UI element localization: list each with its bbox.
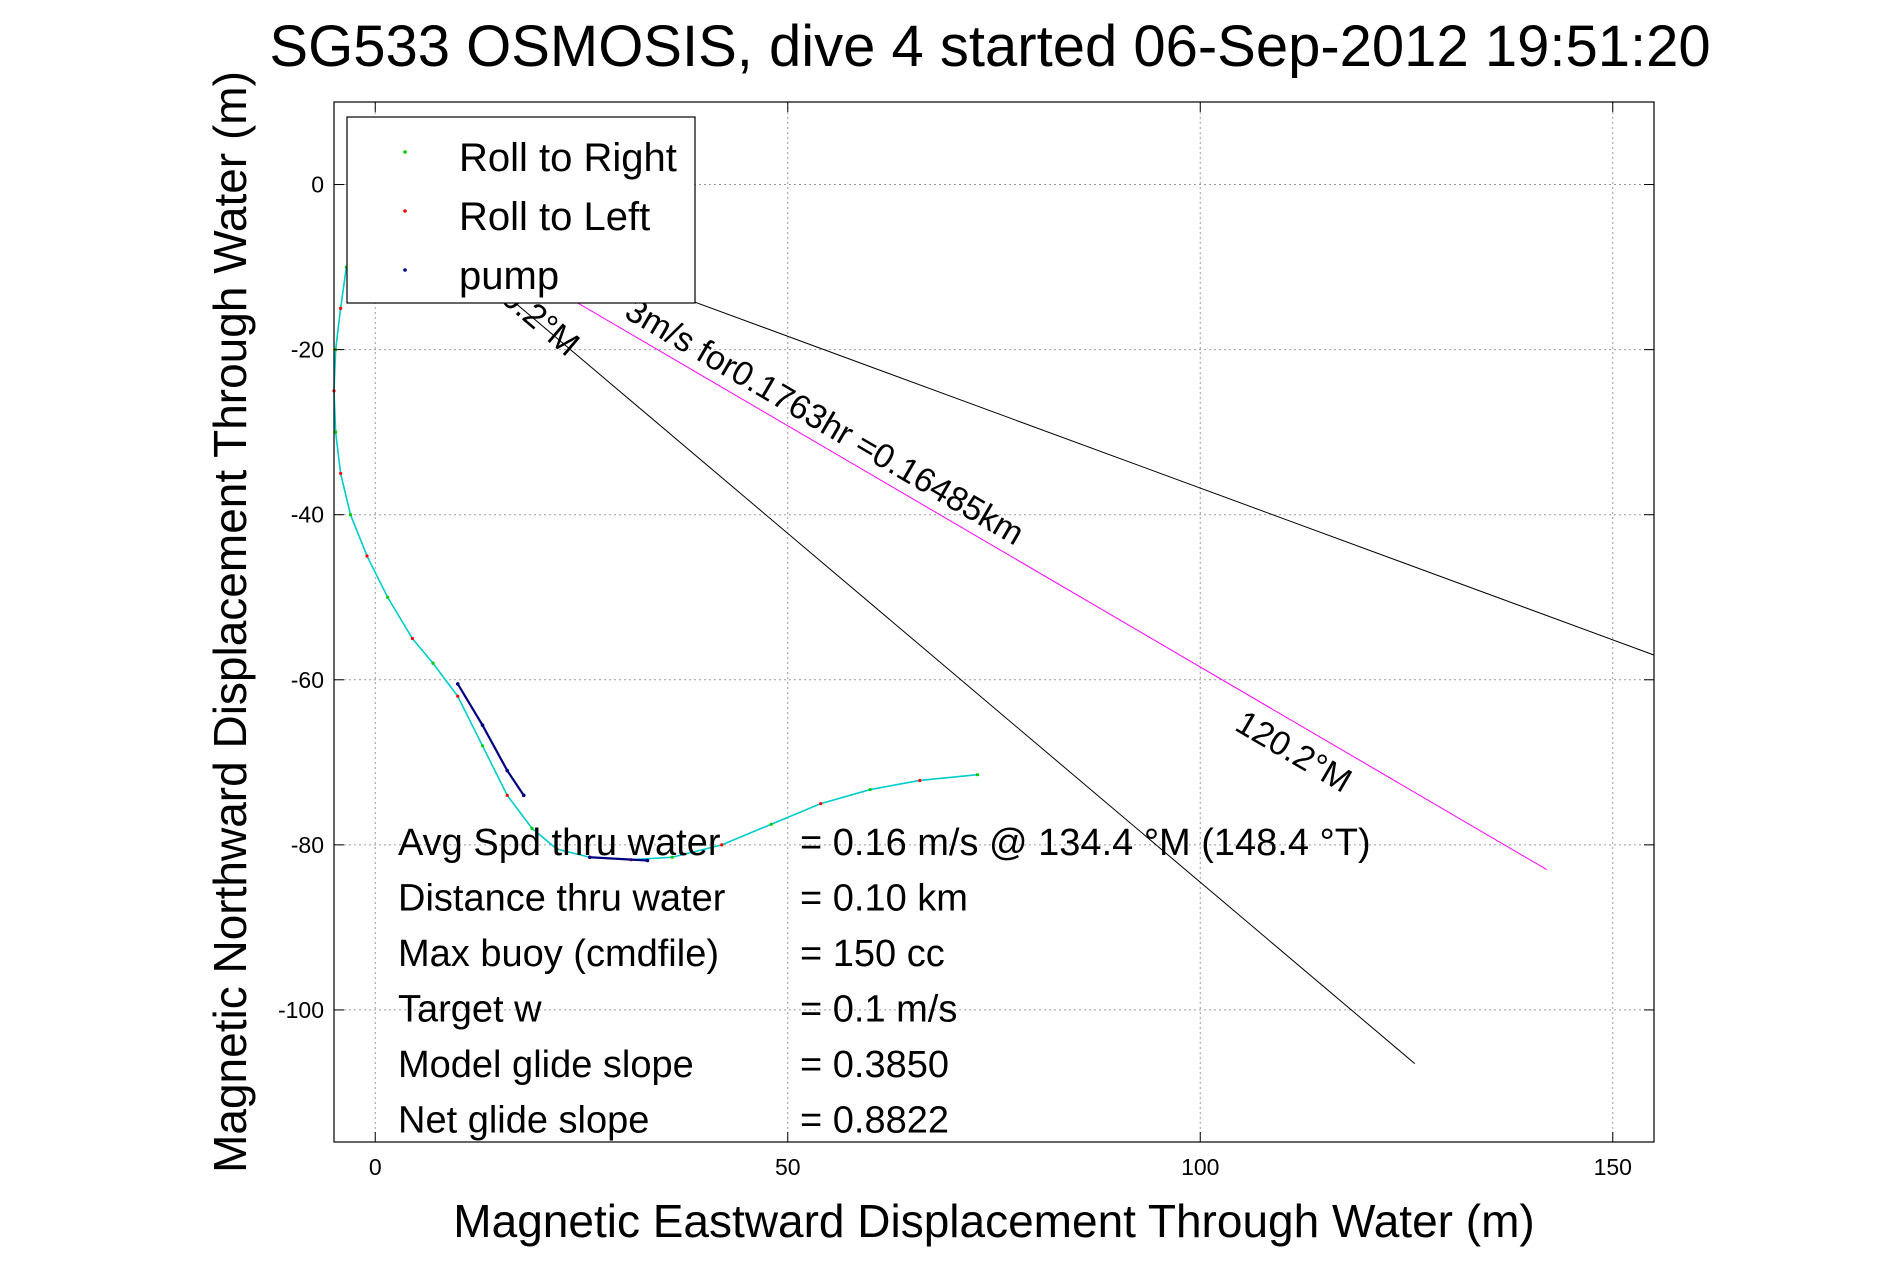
stat-value: = 150 cc [800,933,945,975]
track-point [769,822,773,826]
track-point [365,554,369,558]
y-axis-label: Magnetic Northward Displacement Through … [204,71,256,1173]
y-tick-label: -40 [291,502,324,528]
pump-segment [589,856,648,862]
x-tick-label: 150 [1594,1154,1632,1180]
axis-ticks: 0 50 100 150 0 -20 -40 -60 -80 -100 [278,102,1654,1180]
track-point [720,843,724,847]
y-tick-label: -100 [278,997,324,1023]
pump-point [455,682,460,686]
pump-point [521,793,526,798]
legend: Roll to Right Roll to Left pump [346,116,696,304]
legend-marker-roll-left [403,209,407,213]
x-tick-label: 100 [1181,1154,1219,1180]
track-point [386,595,390,599]
stat-value: = 0.3850 [800,1044,949,1086]
pump-segment [456,683,525,796]
track-point [431,661,435,665]
stat-label: Distance thru water [398,878,726,920]
track-point [918,778,922,783]
track-point [348,513,353,517]
stat-label: Max buoy (cmdfile) [398,933,719,975]
stat-value: = 0.8822 [800,1100,949,1142]
stats-block: Avg Spd thru water = 0.16 m/s @ 134.4 °M … [398,822,1371,1142]
track-point [530,826,534,830]
track-point [505,793,509,797]
track-point [555,847,559,851]
stat-value: = 0.10 km [800,878,968,920]
track-point [339,306,343,310]
y-tick-label: -60 [291,667,324,693]
pump-point [505,768,510,773]
plot-frame [333,101,1655,1143]
pump-point [645,858,650,863]
track-point [456,694,460,698]
y-tick-label: -80 [291,832,324,858]
track-point [334,430,338,434]
pump-point [480,723,485,727]
track-point [670,855,674,859]
stat-value: = 0.16 m/s @ 134.4 °M (148.4 °T) [800,822,1371,864]
stat-label: Target w [398,989,542,1031]
direction-line-1 [374,184,1416,1064]
legend-entry-pump: pump [459,254,559,298]
y-tick-label: 0 [311,172,324,198]
track-point [480,744,485,748]
track-point [410,636,414,641]
stat-label: Model glide slope [398,1044,694,1086]
stat-label: Net glide slope [398,1100,649,1142]
x-tick-label: 50 [775,1154,801,1180]
x-tick-label: 0 [369,1154,382,1180]
legend-entry-roll-left: Roll to Left [459,195,650,239]
stat-label: Avg Spd thru water [398,822,721,864]
stat-value: = 0.1 m/s [800,989,957,1031]
chart-title: SG533 OSMOSIS, dive 4 started 06-Sep-201… [269,14,1710,79]
grid-lines [334,102,1654,1142]
legend-marker-pump [403,268,407,272]
track-point [868,787,872,792]
track-point [975,773,980,777]
track-point [819,801,823,806]
x-axis-label: Magnetic Eastward Displacement Through W… [453,1195,1534,1247]
legend-marker-roll-right [403,150,407,154]
track-point [339,471,343,476]
y-tick-label: -20 [291,337,324,363]
pump-point [587,855,592,860]
legend-entry-roll-right: Roll to Right [459,136,677,180]
